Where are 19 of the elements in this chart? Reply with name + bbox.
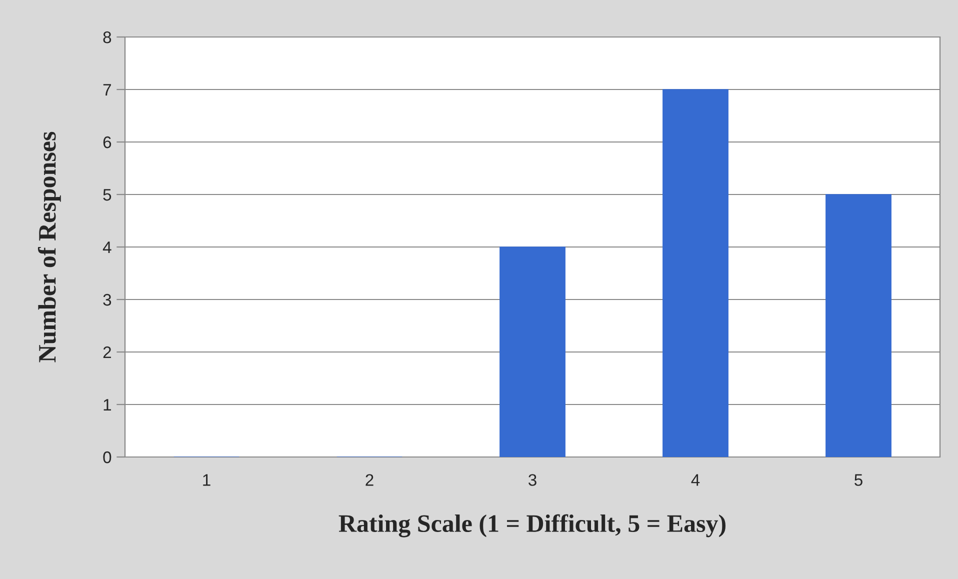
y-tick-label: 2 (103, 346, 111, 358)
x-tick-label: 5 (854, 474, 862, 486)
y-tick-label: 8 (103, 31, 112, 44)
y-tick-label: 7 (103, 84, 111, 96)
y-axis-title: Number of Responses (38, 132, 61, 362)
bar (826, 194, 892, 457)
y-tick-label: 1 (104, 399, 111, 411)
y-tick-label: 0 (103, 451, 112, 464)
x-tick-label: 4 (691, 474, 700, 486)
x-tick-label: 2 (366, 474, 374, 486)
y-tick-label: 6 (103, 136, 112, 148)
bar (662, 89, 728, 457)
bar (500, 246, 566, 457)
x-tick-label: 3 (528, 474, 536, 486)
y-tick-label: 4 (102, 242, 112, 254)
y-tick-label: 5 (103, 189, 112, 201)
x-axis-title: Rating Scale (1 = Difficult, 5 = Easy) (338, 514, 726, 538)
y-tick-label: 3 (103, 294, 112, 306)
x-tick-label: 1 (203, 474, 210, 486)
